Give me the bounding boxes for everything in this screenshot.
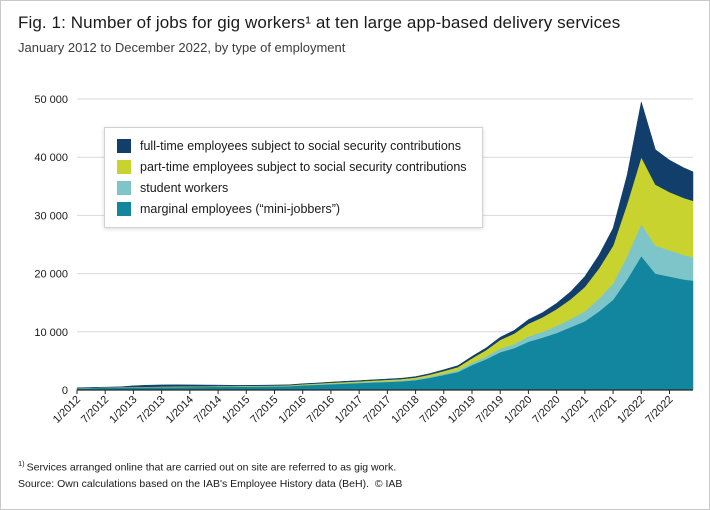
x-tick-label: 1/2016 bbox=[277, 394, 309, 426]
x-tick-label: 7/2015 bbox=[248, 394, 280, 426]
legend-item-parttime: part-time employees subject to social se… bbox=[117, 160, 467, 174]
legend-swatch-parttime bbox=[117, 160, 131, 174]
x-tick-label: 1/2021 bbox=[559, 394, 591, 426]
legend-label-parttime: part-time employees subject to social se… bbox=[140, 160, 467, 174]
y-tick-label: 10 000 bbox=[34, 327, 68, 339]
y-tick-label: 30 000 bbox=[34, 210, 68, 222]
figure-subtitle: January 2012 to December 2022, by type o… bbox=[18, 40, 346, 55]
x-tick-label: 7/2018 bbox=[418, 394, 450, 426]
x-tick-label: 1/2018 bbox=[389, 394, 421, 426]
x-tick-label: 7/2019 bbox=[474, 394, 506, 426]
legend-swatch-marginal bbox=[117, 202, 131, 216]
x-tick-label: 7/2012 bbox=[79, 394, 111, 426]
legend-item-marginal: marginal employees (“mini-jobbers”) bbox=[117, 202, 467, 216]
figure-title: Fig. 1: Number of jobs for gig workers¹ … bbox=[18, 13, 621, 32]
chart-legend: full-time employees subject to social se… bbox=[104, 127, 483, 228]
footnote-gig-definition: 1) Services arranged online that are carr… bbox=[18, 456, 402, 476]
legend-label-student: student workers bbox=[140, 181, 229, 195]
y-tick-label: 0 bbox=[62, 385, 68, 397]
legend-swatch-student bbox=[117, 181, 131, 195]
y-tick-label: 20 000 bbox=[34, 269, 68, 281]
source-note: Source: Own calculations based on the IA… bbox=[18, 477, 403, 490]
legend-swatch-fulltime bbox=[117, 139, 131, 153]
x-tick-label: 7/2020 bbox=[530, 394, 562, 426]
legend-label-marginal: marginal employees (“mini-jobbers”) bbox=[140, 202, 341, 216]
legend-item-student: student workers bbox=[117, 181, 467, 195]
x-tick-label: 7/2013 bbox=[135, 394, 167, 426]
y-tick-label: 50 000 bbox=[34, 94, 68, 106]
footnote-marker: 1) bbox=[18, 459, 25, 468]
x-tick-label: 1/2015 bbox=[220, 394, 252, 426]
x-tick-label: 7/2022 bbox=[643, 394, 675, 426]
x-tick-label: 7/2021 bbox=[587, 394, 619, 426]
x-tick-label: 7/2017 bbox=[361, 394, 393, 426]
area-fulltime bbox=[76, 101, 694, 389]
y-tick-label: 40 000 bbox=[34, 152, 68, 164]
x-tick-label: 1/2014 bbox=[164, 394, 196, 426]
legend-label-fulltime: full-time employees subject to social se… bbox=[140, 139, 461, 153]
x-tick-label: 1/2013 bbox=[107, 394, 139, 426]
footnote-text: Services arranged online that are carrie… bbox=[26, 461, 397, 474]
x-tick-label: 1/2022 bbox=[615, 394, 647, 426]
x-tick-label: 1/2012 bbox=[51, 394, 83, 426]
footnotes: 1) Services arranged online that are carr… bbox=[18, 456, 402, 492]
x-tick-label: 1/2019 bbox=[446, 394, 478, 426]
x-tick-label: 1/2020 bbox=[502, 394, 534, 426]
x-tick-label: 7/2016 bbox=[305, 394, 337, 426]
x-tick-label: 1/2017 bbox=[333, 394, 365, 426]
legend-item-fulltime: full-time employees subject to social se… bbox=[117, 139, 467, 153]
x-tick-label: 7/2014 bbox=[192, 394, 224, 426]
